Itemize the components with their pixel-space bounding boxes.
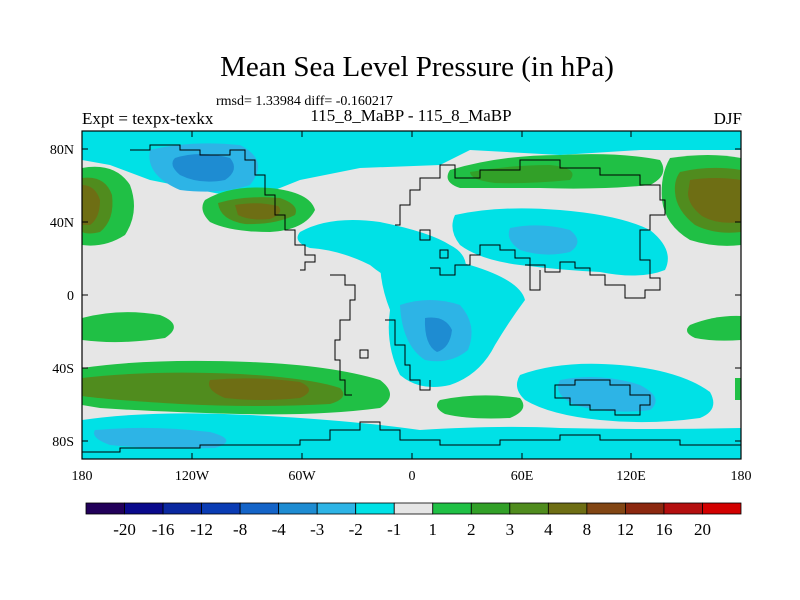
colorbar-label: 8 (583, 520, 592, 539)
x-tick-label: 180 (731, 469, 752, 484)
colorbar-box (162, 502, 202, 515)
axis-ticks (81, 131, 742, 459)
map-title: Mean Sea Level Pressure (in hPa) (220, 51, 614, 83)
colorbar-box (124, 502, 164, 515)
x-tick-label: 120E (616, 469, 646, 484)
colorbar-box (316, 502, 357, 515)
colorbar-label: -4 (272, 520, 287, 539)
coastline-islands (359, 229, 449, 359)
colorbar-label: 3 (506, 520, 515, 539)
pos-field-np-west-core (82, 185, 100, 225)
colorbar-box (547, 502, 588, 515)
coastline-eurasia-africa (395, 159, 666, 299)
pos-field-south-east (735, 378, 741, 400)
colorbar-label: 12 (617, 520, 634, 539)
colorbar-label: -3 (310, 520, 324, 539)
colorbar-box (393, 502, 434, 515)
runs-label: 115_8_MaBP - 115_8_MaBP (310, 106, 512, 125)
colorbar-box (702, 502, 742, 515)
colorbar-box (239, 502, 280, 515)
colorbar-box (509, 502, 549, 515)
coastline-antarctica (82, 421, 741, 453)
colorbar-box (663, 502, 703, 515)
x-axis-ticks-top (81, 131, 742, 137)
coastline-australia (554, 379, 651, 416)
y-tick-label: 80N (50, 143, 74, 158)
coastline-south-america (330, 274, 356, 396)
colorbar-box (470, 502, 511, 515)
colorbar-label: -8 (233, 520, 247, 539)
colorbar-label: 1 (429, 520, 438, 539)
y-tick-label: 40N (50, 216, 74, 231)
colorbar-label: 20 (694, 520, 711, 539)
x-tick-label: 0 (409, 469, 416, 484)
neg-field-npacific-core (172, 154, 234, 182)
colorbar-label: -1 (387, 520, 401, 539)
x-tick-label: 120W (175, 469, 210, 484)
colorbar-box (85, 502, 125, 515)
land-outlines (82, 144, 741, 453)
pos-field-natlantic-core (235, 203, 281, 220)
coastline-southern-africa (385, 319, 431, 391)
stats-label: rmsd= 1.33984 diff= -0.160217 (216, 94, 393, 109)
colorbar-label: 2 (467, 520, 476, 539)
colorbar-label: -12 (190, 520, 213, 539)
y-tick-label: 80S (52, 435, 74, 450)
colorbar-box (625, 502, 665, 515)
pos-field-tropical-east (686, 315, 741, 341)
pos-field-south-atlantic (436, 395, 524, 419)
contour-fields (82, 131, 741, 459)
x-tick-label: 60E (511, 469, 534, 484)
colorbar-box (201, 502, 241, 515)
neg-field-eurasia-core (508, 225, 578, 255)
neg-field-south-indian-core (557, 376, 656, 412)
neg-field-africa-core (424, 317, 452, 352)
x-tick-label: 60W (288, 469, 316, 484)
y-tick-label: 0 (67, 289, 74, 304)
y-axis-ticks-right (735, 148, 741, 442)
pos-field-tropical-west (82, 312, 174, 343)
colorbar-box (432, 502, 472, 515)
colorbar-box (278, 502, 318, 515)
y-axis-ticks-left (82, 148, 88, 442)
colorbar-box (355, 502, 395, 515)
neg-field-antarctic-core (94, 427, 227, 449)
x-axis-ticks-bottom (81, 453, 742, 459)
neg-field-antarctic (82, 413, 741, 459)
y-tick-label: 40S (52, 362, 74, 377)
x-tick-label: 180 (72, 469, 93, 484)
experiment-label: Expt = texpx-texkx (82, 109, 214, 128)
colorbar-label: 4 (544, 520, 553, 539)
coastline-indian-subcontinent (525, 264, 541, 291)
season-label: DJF (713, 109, 742, 128)
colorbar: -20 -16 -12 -8 -4 -3 -2 -1 1 2 3 4 8 12 16 20 (85, 502, 742, 539)
pos-field-south-pacific-core (209, 378, 309, 400)
colorbar-label: -2 (349, 520, 363, 539)
colorbar-label: -16 (152, 520, 175, 539)
coastline-north-america (130, 144, 316, 271)
colorbar-label: 16 (655, 520, 672, 539)
colorbar-box (586, 502, 626, 515)
pos-field-np-east-core (688, 178, 741, 223)
colorbar-label: -20 (113, 520, 136, 539)
